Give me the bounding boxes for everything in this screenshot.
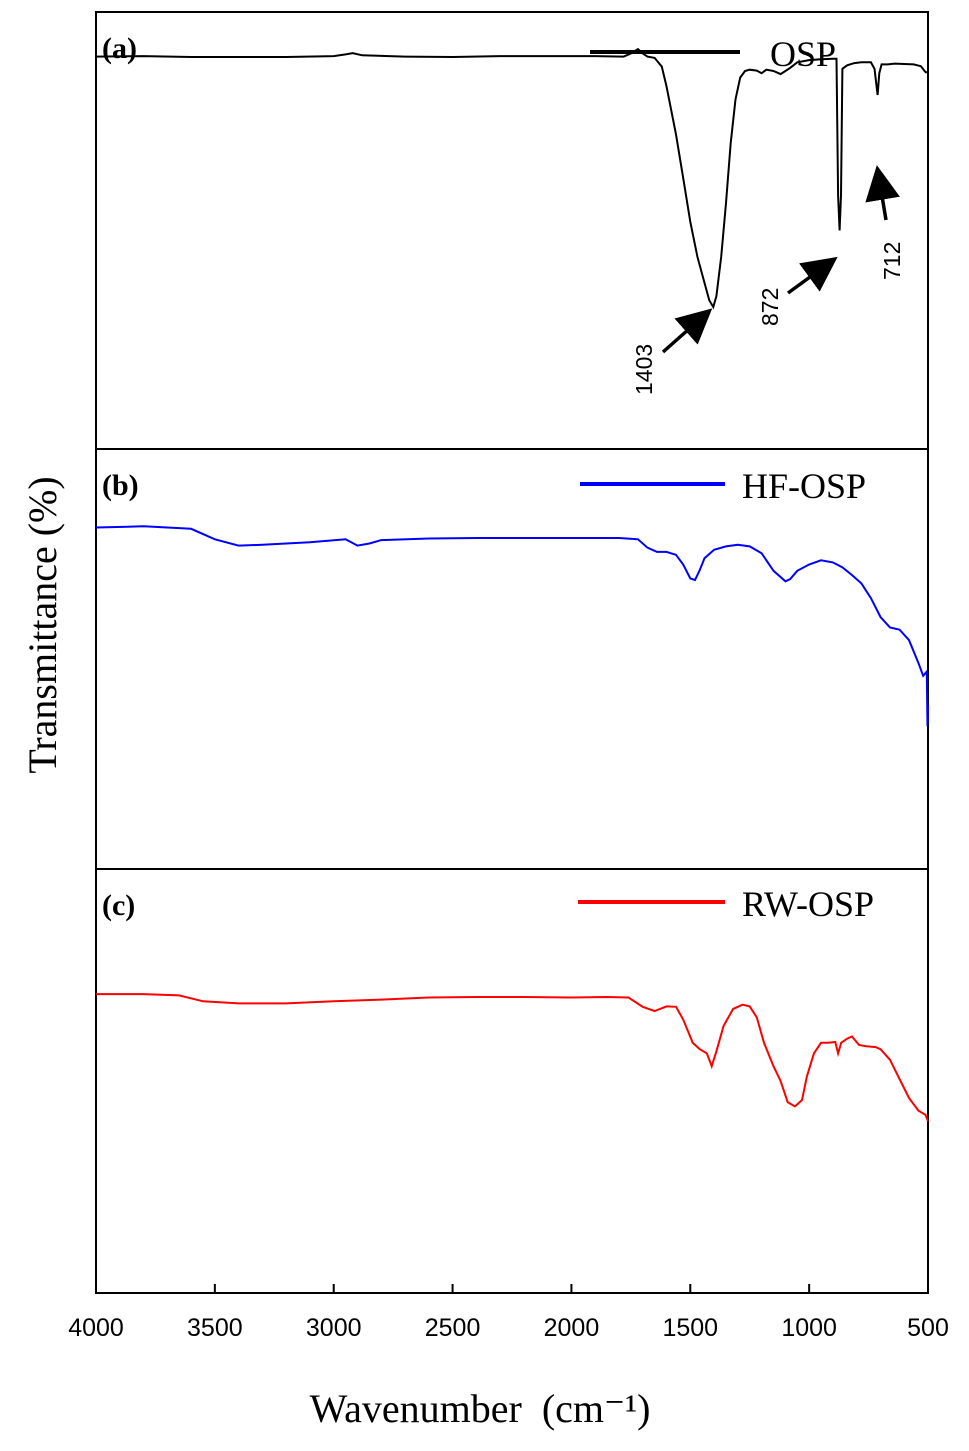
- annotation-872: 872: [757, 256, 838, 326]
- legend-hf-osp-text: HF-OSP: [742, 466, 866, 506]
- x-axis-title: Wavenumber (cm⁻¹): [310, 1386, 651, 1431]
- legend-osp-text: OSP: [770, 34, 836, 74]
- hf-osp-spectrum-line: [95, 525, 929, 727]
- annotation-712-text: 712: [879, 242, 905, 280]
- x-tick-label-500: 500: [907, 1314, 949, 1342]
- y-axis-title: Transmittance (%): [20, 476, 65, 773]
- annotation-872-text: 872: [757, 288, 783, 326]
- x-axis-ticks: 4000 3500 3000 2500 2000 1500 1000 500: [68, 1284, 949, 1342]
- x-tick-label-4000: 4000: [68, 1314, 124, 1342]
- annotation-712-arrow: [865, 165, 900, 221]
- annotation-1403: 1403: [631, 308, 713, 395]
- osp-spectrum-line: [95, 47, 928, 310]
- x-axis-title-label: Wavenumber: [310, 1386, 522, 1431]
- x-axis-title-unit: (cm⁻¹): [542, 1386, 651, 1431]
- annotation-1403-arrow: [661, 308, 713, 354]
- annotation-712: 712: [865, 165, 905, 280]
- x-tick-label-1000: 1000: [781, 1314, 837, 1342]
- x-tick-label-3500: 3500: [187, 1314, 243, 1342]
- rw-osp-spectrum-line: [96, 993, 929, 1122]
- panel-a-label: (a): [102, 32, 137, 65]
- panel-b-frame: [95, 448, 929, 870]
- panel-c-label: (c): [102, 889, 135, 922]
- panel-c-frame: [95, 868, 929, 1294]
- x-tick-label-2500: 2500: [425, 1314, 481, 1342]
- x-tick-label-3000: 3000: [306, 1314, 362, 1342]
- legend-rw-osp-text: RW-OSP: [742, 884, 874, 924]
- panel-b-label: (b): [102, 469, 139, 502]
- annotation-1403-text: 1403: [631, 344, 657, 395]
- x-tick-label-1500: 1500: [662, 1314, 718, 1342]
- x-tick-label-2000: 2000: [544, 1314, 600, 1342]
- annotation-872-arrow: [786, 256, 838, 295]
- panel-a-frame: [95, 11, 929, 450]
